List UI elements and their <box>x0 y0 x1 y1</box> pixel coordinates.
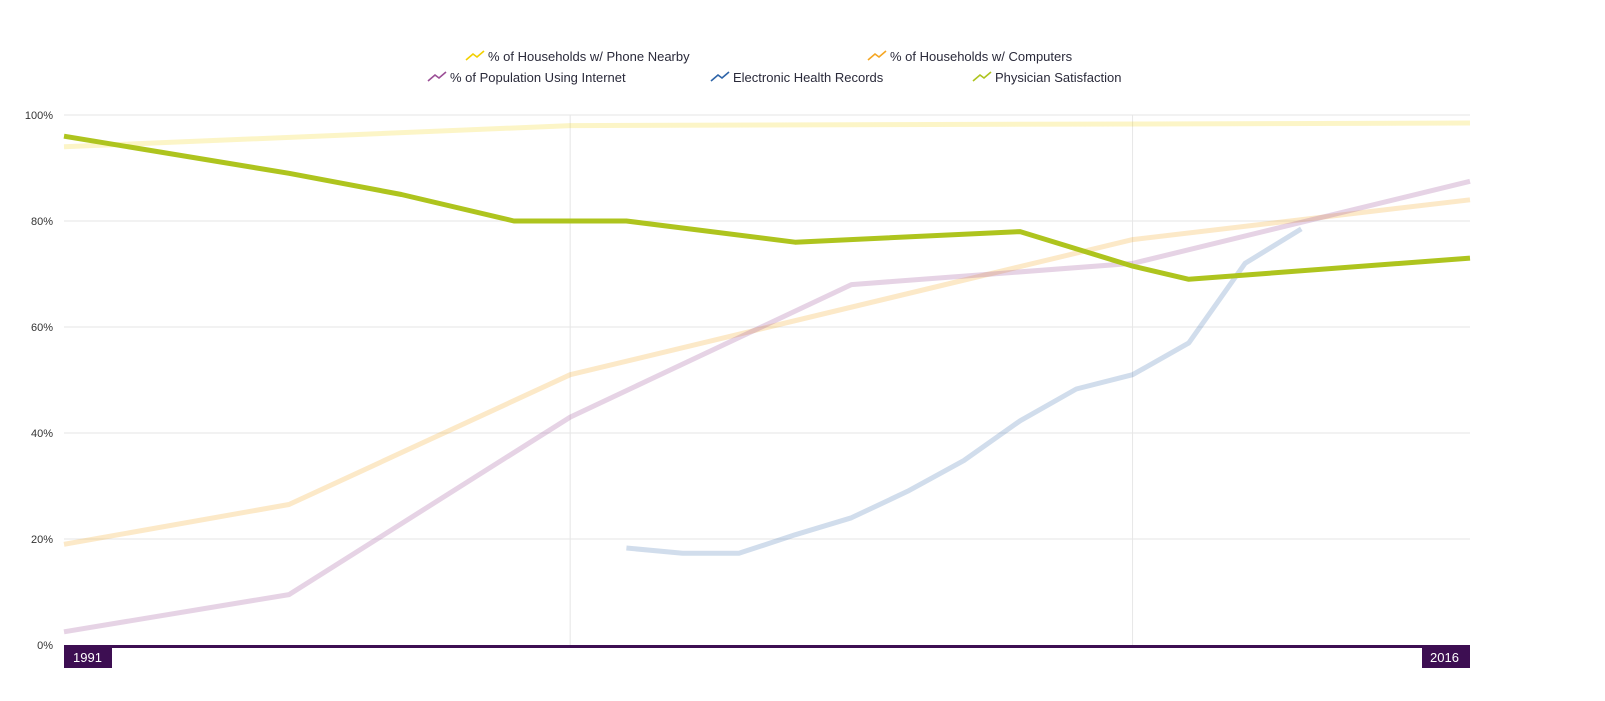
data-point-pct-of-population-using-internet <box>286 592 291 597</box>
legend-line-icon <box>710 71 730 82</box>
legend-label: % of Households w/ Computers <box>890 49 1073 64</box>
y-tick-label: 40% <box>31 428 53 440</box>
data-point-pct-of-households-w-phone-nearby <box>1468 120 1473 125</box>
data-point-electronic-health-records <box>849 515 854 520</box>
series-line-pct-of-households-w-computers <box>63 197 1471 547</box>
x-start-label-box <box>64 645 112 668</box>
data-point-electronic-health-records <box>1018 418 1023 423</box>
y-tick-label: 60% <box>31 322 53 334</box>
data-point-pct-of-households-w-computers <box>568 372 573 377</box>
data-point-pct-of-households-w-computers <box>62 542 67 547</box>
legend-label: Physician Satisfaction <box>995 70 1121 85</box>
grid: 0% 20% 40% 60% 80% 100% <box>25 110 1470 652</box>
data-point-pct-of-households-w-computers <box>1468 197 1473 202</box>
data-point-pct-of-population-using-internet <box>1468 179 1473 184</box>
series-line-electronic-health-records <box>626 226 1303 556</box>
series-line-pct-of-population-using-internet <box>63 178 1471 635</box>
data-point-pct-of-population-using-internet <box>62 629 67 634</box>
data-point-electronic-health-records <box>961 458 966 463</box>
legend-line-icon <box>972 71 992 82</box>
x-end-label-box <box>1422 645 1470 668</box>
legend-item[interactable]: Physician Satisfaction <box>972 70 1121 85</box>
data-point-electronic-health-records <box>1186 340 1191 345</box>
data-point-physician-satisfaction <box>511 219 516 224</box>
data-point-electronic-health-records <box>905 489 910 494</box>
data-point-physician-satisfaction <box>286 171 291 176</box>
legend-item[interactable]: % of Population Using Internet <box>427 70 626 85</box>
x-axis-bar <box>64 645 1470 648</box>
data-point-physician-satisfaction <box>1018 229 1023 234</box>
legend-label: % of Households w/ Phone Nearby <box>488 49 690 64</box>
legend-label: % of Population Using Internet <box>450 70 626 85</box>
series-group <box>62 120 1473 635</box>
data-point-physician-satisfaction <box>624 219 629 224</box>
data-point-physician-satisfaction <box>62 134 67 139</box>
data-point-physician-satisfaction <box>1468 256 1473 261</box>
legend-item[interactable]: % of Households w/ Phone Nearby <box>465 49 690 64</box>
data-point-electronic-health-records <box>793 532 798 537</box>
data-point-electronic-health-records <box>736 551 741 556</box>
series-line-pct-of-households-w-phone-nearby <box>63 120 1471 150</box>
x-axis: 1991 2016 <box>64 645 1470 668</box>
legend: % of Households w/ Phone Nearby % of Hous… <box>427 49 1121 85</box>
data-point-pct-of-population-using-internet <box>568 415 573 420</box>
data-point-electronic-health-records <box>680 551 685 556</box>
data-point-pct-of-households-w-computers <box>1130 237 1135 242</box>
y-tick-label: 0% <box>37 640 53 652</box>
legend-item[interactable]: Electronic Health Records <box>710 70 884 85</box>
data-point-physician-satisfaction <box>1186 277 1191 282</box>
series-line-physician-satisfaction <box>63 133 1471 282</box>
data-point-pct-of-households-w-phone-nearby <box>568 123 573 128</box>
legend-line-icon <box>427 71 447 82</box>
data-point-electronic-health-records <box>1243 261 1248 266</box>
legend-label: Electronic Health Records <box>733 70 884 85</box>
data-point-electronic-health-records <box>624 546 629 551</box>
data-point-electronic-health-records <box>1074 387 1079 392</box>
data-point-electronic-health-records <box>1130 372 1135 377</box>
data-point-physician-satisfaction <box>1130 264 1135 269</box>
y-tick-label: 20% <box>31 534 53 546</box>
y-tick-label: 80% <box>31 216 53 228</box>
legend-item[interactable]: % of Households w/ Computers <box>867 49 1073 64</box>
data-point-pct-of-households-w-phone-nearby <box>62 144 67 149</box>
y-tick-label: 100% <box>25 110 53 122</box>
legend-line-icon <box>867 50 887 61</box>
data-point-pct-of-population-using-internet <box>849 282 854 287</box>
legend-line-icon <box>465 50 485 61</box>
data-point-electronic-health-records <box>1299 226 1304 231</box>
data-point-physician-satisfaction <box>399 192 404 197</box>
data-point-physician-satisfaction <box>793 240 798 245</box>
data-point-pct-of-households-w-computers <box>286 502 291 507</box>
x-end-label: 2016 <box>1430 650 1459 665</box>
x-start-label: 1991 <box>73 650 102 665</box>
